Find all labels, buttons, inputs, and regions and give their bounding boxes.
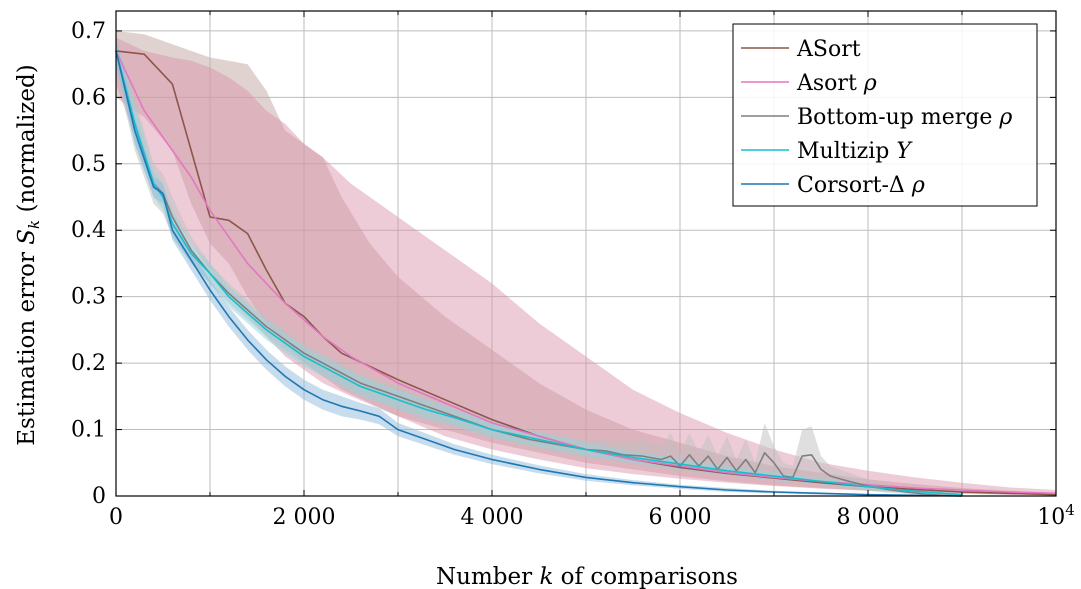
x-tick-label: 104: [1037, 501, 1075, 530]
legend-box: [732, 23, 1038, 207]
legend-entry: ASort: [796, 37, 861, 62]
tick-marks: [115, 11, 1057, 497]
y-tick-label: 0.6: [71, 85, 106, 110]
y-tick-label: 0.1: [71, 418, 106, 443]
x-tick-exponent: 4: [1065, 501, 1075, 519]
tick-labels: 0 2 000 4 000 6 000 8 000 104 0 0.1 0.2 0.3 0.4 0.5…: [71, 19, 1075, 530]
y-tick-label: 0.3: [71, 285, 106, 310]
y-tick-label: 0.7: [71, 19, 106, 44]
series-line: [115, 50, 963, 497]
legend-entry: Bottom-up merge ρ: [797, 105, 1012, 130]
legend: ASort Asort ρ Bottom-up merge ρ Multizip Y C…: [732, 23, 1038, 207]
y-tick-label: 0: [92, 484, 106, 509]
series-line: [115, 50, 963, 496]
x-tick-label: 2 000: [273, 505, 336, 530]
series-line: [115, 50, 963, 497]
legend-entry: Corsort-Δ ρ: [797, 173, 925, 198]
y-tick-label: 0.5: [71, 152, 106, 177]
series-line: [115, 50, 1057, 495]
series-lines: [115, 50, 1057, 497]
legend-entry: Multizip Y: [797, 139, 913, 164]
x-axis-label: Number k of comparisons: [436, 564, 738, 589]
y-axis-label: Estimation error Sk (normalized): [14, 64, 43, 446]
x-tick-label: 6 000: [649, 505, 712, 530]
y-tick-label: 0.4: [71, 218, 106, 243]
legend-entry: Asort ρ: [796, 71, 877, 96]
x-tick-label: 4 000: [461, 505, 524, 530]
x-tick-label: 8 000: [837, 505, 900, 530]
y-tick-label: 0.2: [71, 351, 106, 376]
x-tick-label: 0: [109, 505, 123, 530]
